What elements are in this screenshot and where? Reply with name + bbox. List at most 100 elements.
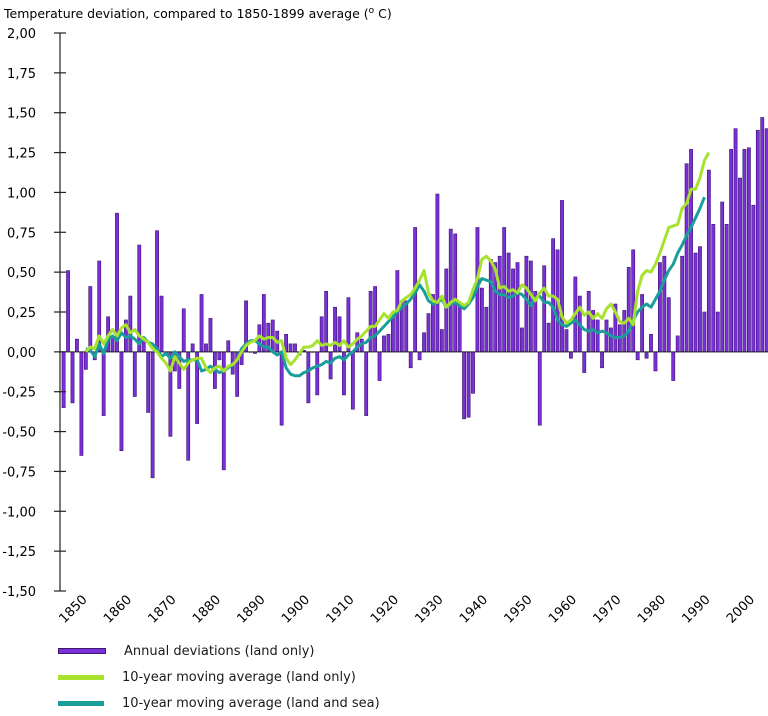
bar-1962 (560, 200, 564, 353)
bar-1998 (720, 201, 725, 353)
bar-1938 (453, 233, 458, 353)
bar-1982 (649, 334, 653, 353)
bar-1905 (306, 351, 311, 404)
bar-1856 (88, 286, 93, 353)
y-tick-label: -1,25 (2, 545, 36, 560)
bar-1986 (666, 297, 671, 353)
bar-1932 (426, 313, 431, 353)
y-tick-label: 1,75 (7, 67, 36, 82)
bar-1941 (466, 351, 471, 418)
legend-label-annual: Annual deviations (land only) (124, 643, 315, 659)
line-series (84, 151, 711, 378)
bar-1967 (582, 351, 587, 373)
x-tick-label: 1930 (413, 593, 447, 627)
x-tick-label: 1850 (57, 593, 91, 627)
bar-1977 (626, 267, 631, 353)
bar-1994 (702, 311, 707, 353)
bar-1996 (711, 224, 716, 353)
bar-2004 (746, 147, 751, 353)
legend-item-land-avg: 10-year moving average (land only) (58, 664, 380, 690)
bar-2003 (742, 149, 747, 353)
x-tick-label: 1860 (101, 593, 135, 627)
bar-2006 (755, 129, 760, 353)
bar-1919 (368, 290, 373, 353)
bar-1953 (520, 327, 524, 353)
bar-1878 (186, 351, 191, 461)
bar-2001 (733, 128, 738, 353)
bar-1984 (657, 262, 662, 353)
x-tick-label: 2000 (724, 593, 758, 627)
bar-1950 (506, 252, 511, 353)
x-tick-label: 1880 (190, 593, 224, 627)
bar-1945 (484, 306, 489, 353)
bar-1872 (159, 295, 164, 353)
x-tick-label: 1970 (591, 593, 625, 627)
y-tick-label: 0,50 (7, 266, 36, 281)
bar-1899 (279, 351, 284, 426)
bar-1863 (119, 351, 124, 452)
legend-item-land-sea-avg: 10-year moving average (land and sea) (58, 690, 380, 716)
legend-swatch-annual (58, 648, 106, 654)
legend-swatch-land-avg (58, 674, 104, 680)
bar-1964 (568, 351, 573, 359)
temperature-chart: Temperature deviation, compared to 1850-… (2, 6, 768, 627)
bar-1871 (155, 230, 159, 353)
y-tick-label: 0,75 (7, 226, 36, 241)
legend-label-land-sea-avg: 10-year moving average (land and sea) (122, 695, 380, 711)
bar-1881 (199, 294, 204, 353)
bar-1923 (386, 334, 391, 353)
y-tick-label: -1,50 (2, 585, 36, 600)
bar-1854 (79, 351, 84, 456)
x-tick-label: 1950 (502, 593, 536, 627)
x-tick-label: 1920 (368, 593, 402, 627)
bar-1922 (382, 335, 386, 353)
y-tick-label: -0,75 (2, 465, 36, 480)
bar-1944 (479, 287, 484, 353)
bar-2007 (760, 117, 765, 353)
bar-1931 (422, 332, 426, 353)
legend-item-annual: Annual deviations (land only) (58, 638, 380, 664)
x-tick-label: 1990 (680, 593, 714, 627)
bar-1948 (497, 255, 502, 353)
bar-1934 (435, 193, 440, 353)
x-tick-label: 1940 (457, 593, 491, 627)
bar-1859 (101, 351, 106, 416)
bar-1937 (448, 228, 453, 353)
legend-label-land-avg: 10-year moving average (land only) (122, 669, 356, 685)
bar-1979 (635, 351, 640, 361)
bar-1959 (546, 322, 551, 353)
bar-1861 (110, 337, 115, 353)
chart-title: Temperature deviation, compared to 1850-… (3, 6, 392, 21)
bar-1866 (132, 351, 137, 397)
bar-1870 (150, 351, 155, 479)
y-tick-label: 1,25 (7, 147, 36, 162)
bar-1988 (675, 335, 680, 353)
bar-1935 (439, 329, 444, 353)
bar-1954 (524, 255, 529, 353)
y-tick-label: -0,25 (2, 386, 36, 401)
bar-1936 (444, 268, 449, 353)
bar-1910 (328, 351, 333, 380)
y-tick-label: -0,50 (2, 426, 36, 441)
bar-1879 (190, 343, 195, 353)
bar-1907 (315, 351, 320, 396)
x-tick-label: 1870 (146, 593, 180, 627)
bar-1940 (462, 351, 467, 420)
y-tick-label: 1,00 (7, 186, 36, 201)
x-tick-label: 1960 (546, 593, 580, 627)
bar-1901 (288, 343, 293, 353)
bar-1853 (75, 338, 79, 353)
bar-1895 (261, 294, 266, 353)
bar-1921 (377, 351, 382, 381)
bar-1987 (671, 351, 676, 381)
bar-1981 (644, 351, 649, 359)
bar-1869 (146, 351, 151, 413)
bar-1993 (698, 246, 702, 353)
bar-1991 (689, 149, 693, 353)
bar-1997 (715, 311, 720, 353)
bar-1920 (373, 286, 378, 353)
bar-1985 (662, 255, 667, 353)
bar-1865 (128, 295, 133, 353)
bar-1970 (595, 319, 600, 353)
line-land-and-sea (85, 196, 706, 378)
